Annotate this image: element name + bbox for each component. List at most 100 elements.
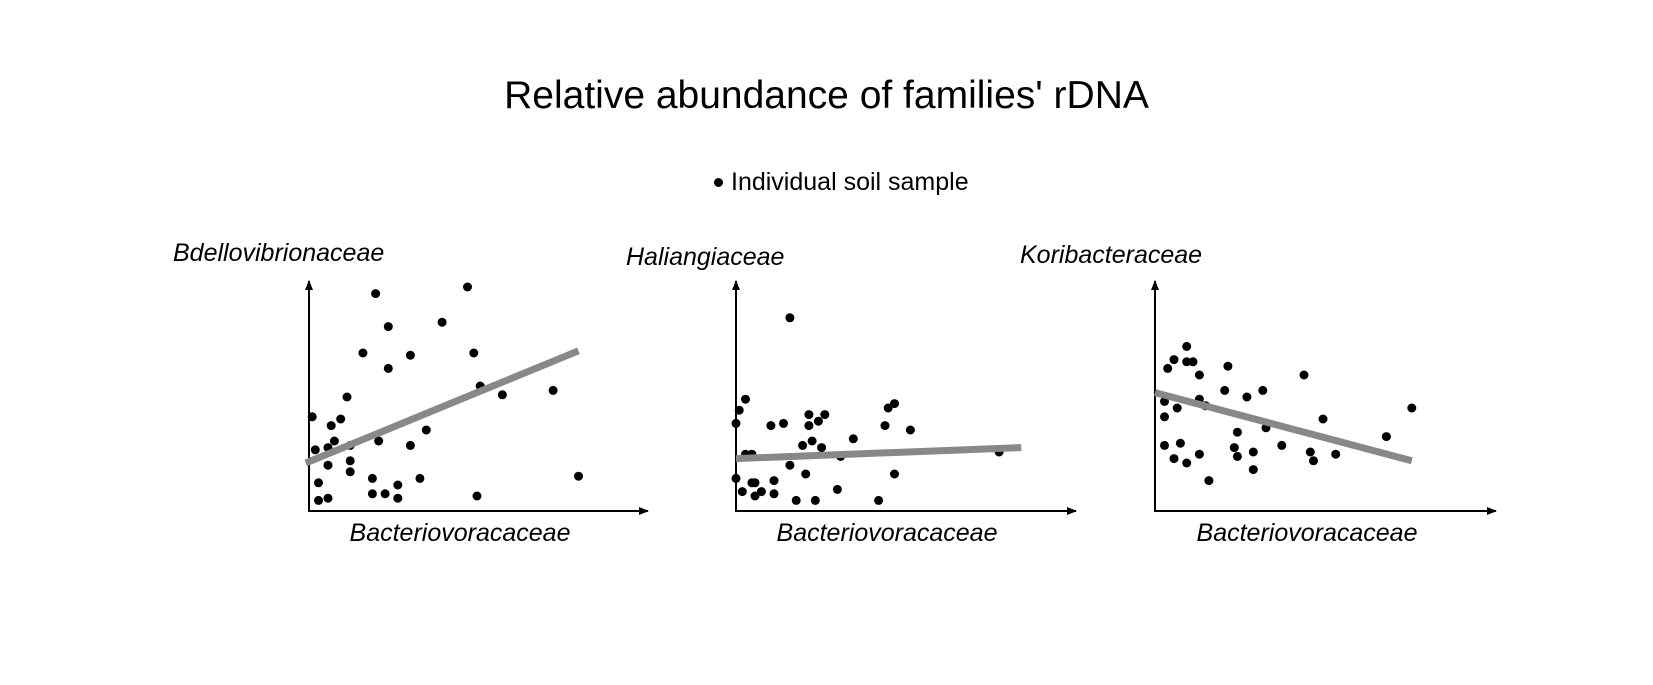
panel-2-point-24	[810, 495, 820, 505]
panel-1-point-8	[326, 421, 336, 431]
panel-1-point-12	[345, 467, 355, 477]
panel-1-point-15	[358, 348, 368, 358]
panel-2-point-17	[785, 313, 795, 323]
panel-3-point-23	[1242, 392, 1252, 402]
panel-3-point-5	[1169, 454, 1179, 464]
panel-3-point-18	[1220, 385, 1230, 395]
panel-1-point-29	[437, 317, 447, 327]
panel-2-point-20	[801, 469, 811, 479]
panel-3-point-14	[1194, 449, 1204, 459]
panel-1-point-18	[371, 289, 381, 299]
panel-1-point-32	[472, 491, 482, 501]
panel-3-point-19	[1223, 361, 1233, 371]
panel-3-point-11	[1182, 357, 1192, 367]
panel-2-point-25	[813, 416, 823, 426]
chart-title: Relative abundance of families' rDNA	[504, 74, 1149, 117]
panel-3-point-12	[1188, 357, 1198, 367]
panel-1-point-22	[383, 363, 393, 373]
legend-dot-marker	[714, 177, 723, 187]
panel-2-point-1	[731, 418, 741, 428]
panel-1-point-36	[574, 471, 583, 481]
panel-2-point-32	[880, 421, 890, 431]
panel-2-point-3	[734, 405, 744, 415]
panel-1-point-4	[314, 495, 323, 505]
panel-1-point-35	[548, 385, 558, 395]
panel-3-point-1	[1160, 440, 1169, 450]
panel-2-point-12	[766, 421, 776, 431]
panel-2-point-5	[741, 394, 750, 404]
panel-3-point-21	[1232, 427, 1242, 437]
panel-2-point-9	[750, 491, 760, 501]
panel-2-point-2	[731, 473, 741, 483]
panel-2-trend-line	[735, 444, 1022, 463]
panel-3-point-24	[1248, 465, 1258, 475]
panel-2: Haliangiaceae Bacteriovoracaceae	[626, 243, 1077, 547]
panel-3-ylabel: Koribacteraceae	[1020, 241, 1202, 269]
panel-1-point-2	[310, 445, 320, 455]
panel-2-point-30	[848, 434, 858, 444]
panel-1-point-20	[380, 489, 390, 499]
panel-3-point-8	[1175, 438, 1185, 448]
panel-1-point-5	[323, 493, 333, 503]
panel-2-point-28	[832, 484, 842, 494]
panel-2-point-16	[785, 460, 795, 470]
panel-1-point-10	[336, 414, 346, 424]
panel-3-point-34	[1381, 432, 1391, 442]
panel-2-point-36	[905, 425, 915, 435]
panel-1-trend-line	[304, 347, 580, 467]
panel-3-point-13	[1194, 370, 1204, 380]
panel-2-point-23	[807, 436, 817, 446]
panel-1-point-27	[415, 473, 425, 483]
panel-3-points	[1154, 341, 1417, 486]
panel-2-point-13	[769, 476, 779, 486]
panel-3-point-28	[1277, 440, 1287, 450]
panel-1-point-25	[405, 440, 415, 450]
panel-3-point-26	[1258, 385, 1268, 395]
panel-2-point-33	[883, 403, 893, 413]
panel-1-point-30	[463, 282, 472, 292]
panel-2-point-35	[890, 469, 899, 479]
panel-3-point-10	[1182, 458, 1192, 468]
panel-3-point-4	[1163, 363, 1173, 373]
panel-3-point-9	[1182, 341, 1192, 351]
panel-1-point-9	[329, 436, 339, 446]
panel-1-point-34	[497, 390, 507, 400]
panel-1-point-26	[405, 350, 415, 360]
panel-3-point-25	[1248, 447, 1258, 457]
panel-3-point-2	[1160, 412, 1169, 422]
panel-2-point-4	[737, 487, 747, 497]
panel-2-points	[731, 313, 1022, 505]
panel-1-point-19	[374, 436, 384, 446]
panel-3-xlabel: Bacteriovoracaceae	[1197, 519, 1418, 547]
panel-2-point-34	[890, 399, 899, 409]
legend: Individual soil sample	[714, 166, 969, 198]
panel-1-point-1	[307, 412, 317, 422]
panel-3-trend-line	[1154, 389, 1413, 465]
panel-3-point-6	[1169, 355, 1179, 365]
panel-1-point-17	[367, 473, 377, 483]
panel-1-point-11	[342, 392, 352, 402]
panel-3-point-35	[1407, 403, 1417, 413]
panel-3-point-31	[1309, 456, 1318, 466]
panel-2-point-18	[791, 495, 801, 505]
panel-2-point-10	[750, 478, 760, 488]
panel-3-point-20	[1229, 443, 1239, 453]
panel-2-point-19	[798, 440, 808, 450]
panel-1-point-28	[421, 425, 431, 435]
panel-3-point-33	[1331, 449, 1341, 459]
panel-2-xlabel: Bacteriovoracaceae	[777, 519, 998, 547]
panel-1-xlabel: Bacteriovoracaceae	[350, 519, 571, 547]
panel-3-point-17	[1204, 476, 1214, 486]
panel-2-ylabel: Haliangiaceae	[626, 243, 784, 271]
panel-1-point-24	[393, 480, 403, 490]
panel-2-point-27	[820, 410, 830, 420]
panel-1-point-13	[345, 456, 355, 466]
panel-1-point-21	[383, 322, 393, 332]
panel-2-point-22	[804, 410, 814, 420]
panel-1-point-3	[314, 478, 323, 488]
panel-1-point-16	[367, 489, 377, 499]
panel-1-point-23	[393, 493, 403, 503]
panel-3-point-32	[1318, 414, 1328, 424]
panel-2-point-14	[769, 489, 779, 499]
